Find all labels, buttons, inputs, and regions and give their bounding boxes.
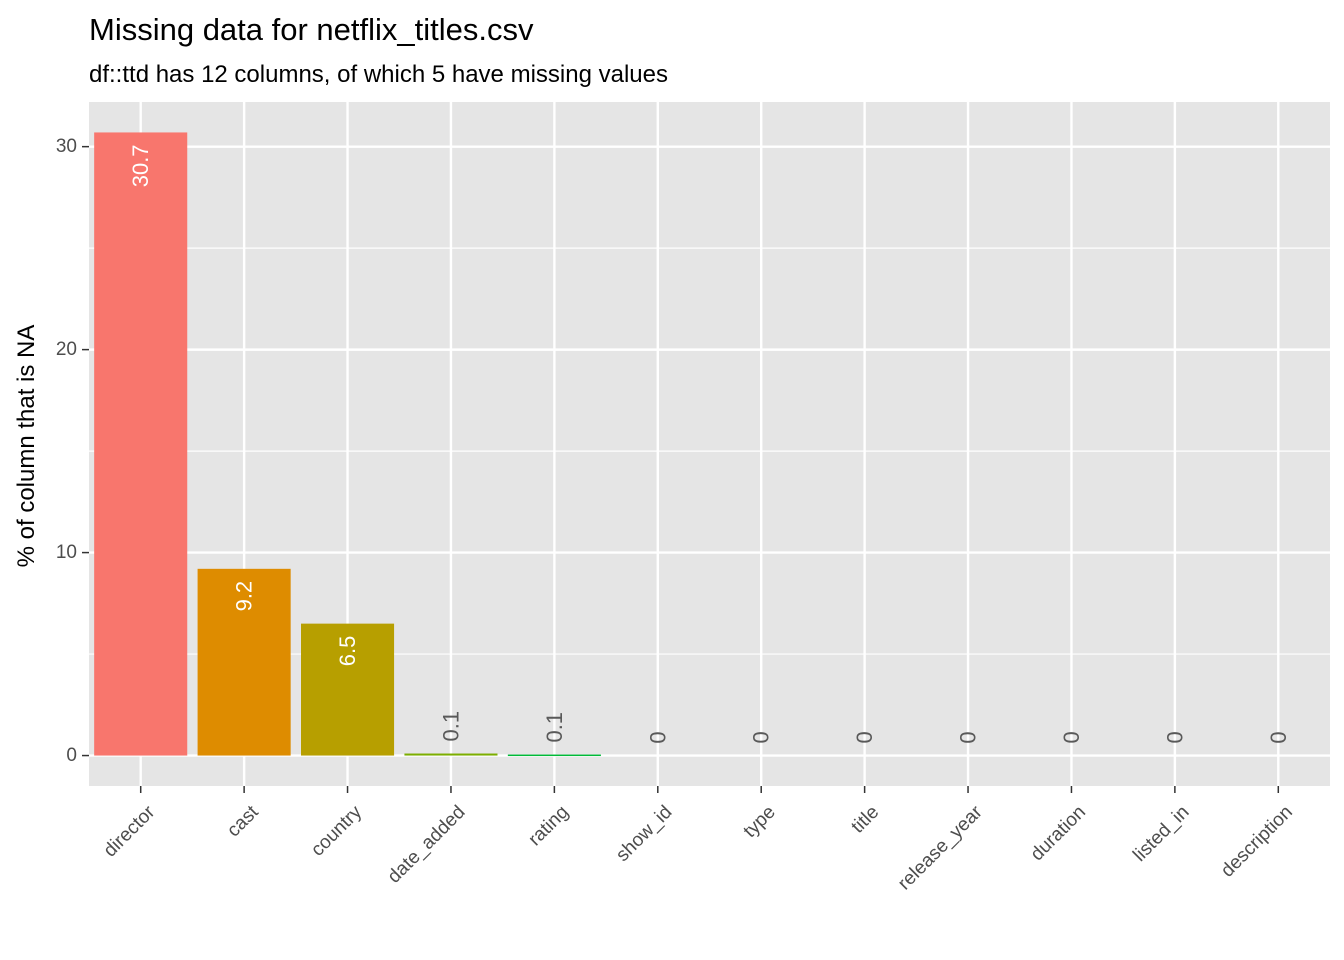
x-tick-label: duration: [1027, 802, 1090, 865]
x-tick-label: title: [847, 802, 883, 838]
x-tick-label: type: [740, 802, 780, 842]
y-tick-label: 30: [56, 136, 77, 157]
bar-value-label: 0: [1266, 731, 1291, 743]
bar-value-labels: 30.7 9.2 6.5 0.1 0.1 0 0 0 0 0 0 0: [128, 144, 1291, 743]
bar-value-label: 0: [852, 731, 877, 743]
x-tick-label: release_year: [894, 801, 987, 894]
bars: [94, 132, 601, 757]
bar-date_added: [404, 753, 498, 756]
plot-panel: [89, 102, 1330, 786]
bar-value-label: 0: [956, 731, 981, 743]
bar-country: [301, 623, 395, 756]
x-axis: director cast country date_added rating show_…: [100, 786, 1297, 894]
y-tick-label: 10: [56, 542, 77, 563]
bar-value-label: 30.7: [128, 144, 153, 187]
bar-value-label: 0: [1059, 731, 1084, 743]
chart-title: Missing data for netflix_titles.csv: [89, 12, 534, 47]
bar-rating: [507, 754, 601, 757]
x-tick-label: country: [307, 801, 366, 860]
bar-value-label: 0: [645, 731, 670, 743]
bar-value-label: 0.1: [438, 711, 463, 742]
bar-value-label: 0: [1162, 731, 1187, 743]
bar-director: [94, 132, 188, 756]
x-tick-label: listed_in: [1129, 802, 1193, 866]
bar-value-label: 9.2: [232, 581, 257, 612]
x-tick-label: director: [100, 801, 160, 861]
bar-value-label: 0.1: [542, 712, 567, 743]
x-tick-label: rating: [525, 802, 573, 850]
y-tick-label: 0: [66, 745, 77, 766]
bar-cast: [197, 568, 291, 756]
bar-value-label: 0: [749, 731, 774, 743]
y-axis: 0 10 20 30: [56, 136, 89, 766]
y-axis-label: % of column that is NA: [13, 325, 40, 568]
y-tick-label: 20: [56, 339, 77, 360]
x-tick-label: date_added: [384, 802, 470, 888]
chart-subtitle: df::ttd has 12 columns, of which 5 have …: [89, 61, 668, 88]
x-tick-label: description: [1217, 802, 1297, 882]
bar-value-label: 6.5: [335, 636, 360, 667]
x-tick-label: show_id: [612, 802, 676, 866]
x-tick-label: cast: [223, 801, 263, 841]
